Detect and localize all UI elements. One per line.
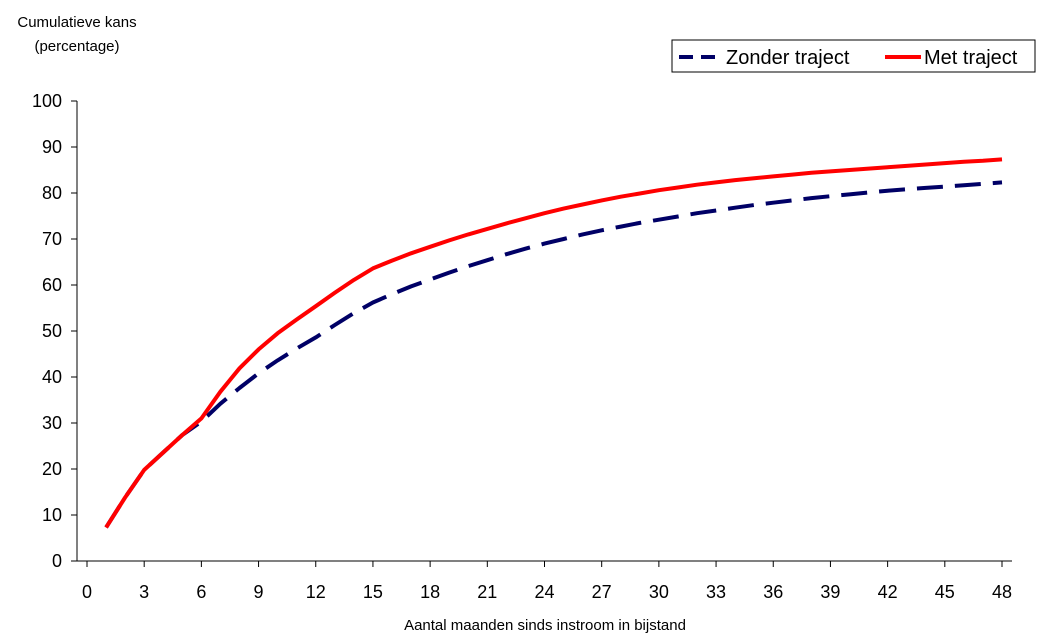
series-line-zonder-traject — [104, 180, 1003, 529]
y-ticks: 0 10 20 30 40 50 60 70 80 90 100 — [32, 91, 77, 571]
y-axis-label-line-1: Cumulatieve kans — [17, 14, 136, 31]
y-tick-label: 70 — [42, 229, 62, 249]
x-tick-label: 15 — [363, 582, 383, 602]
x-tick-label: 33 — [706, 582, 726, 602]
x-tick-label: 6 — [196, 582, 206, 602]
y-tick-label: 60 — [42, 275, 62, 295]
x-tick-label: 3 — [139, 582, 149, 602]
y-tick-label: 90 — [42, 137, 62, 157]
x-tick-label: 39 — [820, 582, 840, 602]
x-tick-label: 21 — [477, 582, 497, 602]
x-tick-label: 0 — [82, 582, 92, 602]
x-tick-label: 27 — [592, 582, 612, 602]
y-tick-label: 80 — [42, 183, 62, 203]
series-line-met-traject — [104, 157, 1003, 529]
x-tick-label: 18 — [420, 582, 440, 602]
legend-box — [671, 39, 1036, 73]
x-tick-label: 30 — [649, 582, 669, 602]
y-tick-label: 100 — [32, 91, 62, 111]
legend-label-met-traject: Met traject — [924, 47, 1018, 69]
y-tick-label: 40 — [42, 367, 62, 387]
x-tick-label: 9 — [254, 582, 264, 602]
y-tick-label: 50 — [42, 321, 62, 341]
legend-label-zonder-traject: Zonder traject — [726, 47, 850, 69]
y-tick-label: 0 — [52, 551, 62, 571]
x-tick-label: 42 — [878, 582, 898, 602]
y-tick-label: 20 — [42, 459, 62, 479]
y-axis-label-line-2: (percentage) — [34, 38, 119, 55]
x-tick-label: 36 — [763, 582, 783, 602]
series-lines — [104, 157, 1003, 529]
x-ticks: 0 3 6 9 12 15 18 21 24 27 30 33 36 39 42 45 48 — [82, 561, 1012, 602]
x-tick-label: 48 — [992, 582, 1012, 602]
y-tick-label: 10 — [42, 505, 62, 525]
x-tick-label: 24 — [534, 582, 554, 602]
y-tick-label: 30 — [42, 413, 62, 433]
x-tick-label: 12 — [306, 582, 326, 602]
x-tick-label: 45 — [935, 582, 955, 602]
x-axis-label: Aantal maanden sinds instroom in bijstan… — [404, 617, 686, 634]
legend: Zonder traject Met traject — [671, 39, 1036, 73]
